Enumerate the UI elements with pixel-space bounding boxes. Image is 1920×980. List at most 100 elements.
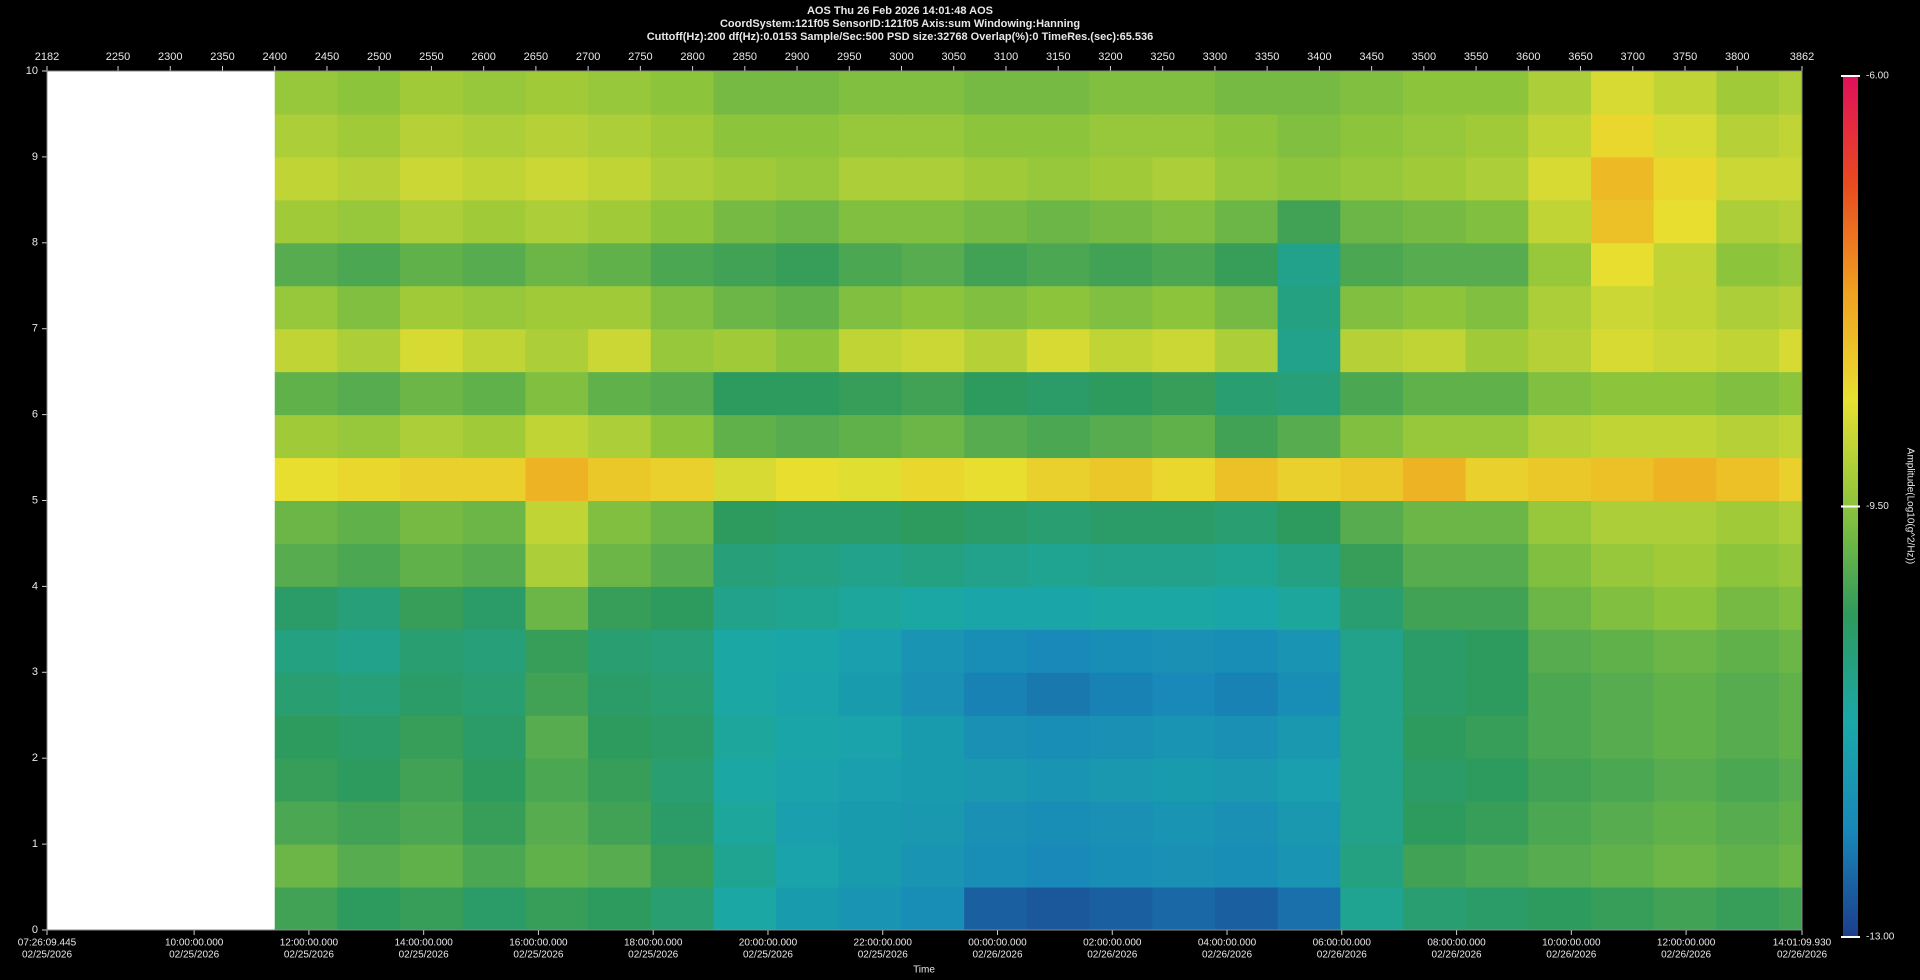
heatmap-cell (1528, 414, 1592, 459)
heatmap-cell (525, 758, 589, 802)
heatmap-cell (964, 371, 1028, 416)
heatmap-cell (1277, 113, 1341, 158)
heatmap-cell (1402, 371, 1467, 416)
heatmap-cell (1152, 328, 1216, 373)
x-tick-label: 3000 (889, 51, 913, 63)
heatmap-cell (650, 113, 714, 158)
heatmap-cell (1779, 328, 1803, 373)
heatmap-cell (1402, 801, 1467, 845)
heatmap-cell (1026, 758, 1091, 802)
heatmap-cell (1653, 801, 1717, 845)
heatmap-cell (1340, 285, 1404, 330)
heatmap-cell (901, 801, 965, 845)
heatmap-cell (713, 758, 777, 802)
heatmap-cell (462, 156, 526, 201)
x2-tick-label: 16:00:00.000 (509, 938, 568, 949)
x-tick-label: 2350 (210, 51, 234, 63)
y-tick-label: 1 (32, 838, 38, 850)
heatmap-cell (1402, 758, 1467, 802)
heatmap-cell (1716, 543, 1780, 587)
heatmap-cell (1653, 457, 1717, 501)
heatmap-cell (713, 586, 777, 630)
heatmap-cell (525, 500, 589, 544)
heatmap-cell (1779, 414, 1803, 459)
x-tick-label: 3200 (1098, 51, 1122, 63)
heatmap-cell (1402, 71, 1467, 115)
heatmap-cell (525, 242, 589, 287)
heatmap-cell (1152, 672, 1216, 716)
heatmap-cell (1716, 887, 1780, 931)
heatmap-cell (713, 199, 777, 244)
heatmap-cell (1214, 844, 1279, 888)
heatmap-cell (776, 328, 840, 373)
heatmap-cell (1716, 371, 1780, 416)
heatmap-cell (1779, 715, 1803, 759)
heatmap-cell (588, 414, 652, 459)
heatmap-cell (776, 371, 840, 416)
x2-tick-label: 08:00:00.000 (1427, 938, 1486, 949)
heatmap-cell (1277, 242, 1341, 287)
x2-tick-label: 22:00:00.000 (854, 938, 913, 949)
heatmap-cell (838, 887, 903, 931)
heatmap-cell (1026, 500, 1091, 544)
heatmap-cell (650, 156, 714, 201)
heatmap-cell (525, 414, 589, 459)
colorbar-tick-label: -6.00 (1866, 71, 1889, 82)
heatmap-cell (713, 500, 777, 544)
heatmap-cell (1779, 672, 1803, 716)
heatmap-cell (1402, 672, 1467, 716)
heatmap-cell (1340, 500, 1404, 544)
heatmap-cell (274, 629, 338, 673)
heatmap-cell (1152, 715, 1216, 759)
heatmap-cell (1528, 457, 1592, 501)
heatmap-cell (1026, 887, 1091, 931)
heatmap-cell (1528, 71, 1592, 115)
heatmap-cell (1716, 844, 1780, 888)
x2-tick-date: 02/26/2026 (1777, 950, 1827, 961)
heatmap-cell (1277, 199, 1341, 244)
heatmap-cell (901, 156, 965, 201)
heatmap-cell (1402, 457, 1467, 501)
heatmap-cell (274, 156, 338, 201)
x-tick-label: 3300 (1203, 51, 1227, 63)
heatmap-cell (650, 199, 714, 244)
heatmap-cell (1214, 801, 1279, 845)
x2-tick-date: 02/25/2026 (22, 950, 72, 961)
x-tick-label: 2800 (680, 51, 704, 63)
heatmap-cell (838, 715, 903, 759)
heatmap-cell (1214, 328, 1279, 373)
x2-tick-date: 02/26/2026 (972, 950, 1022, 961)
heatmap-cell (1089, 500, 1153, 544)
heatmap-cell (1590, 328, 1655, 373)
heatmap-cell (400, 887, 464, 931)
heatmap-cell (776, 801, 840, 845)
heatmap-cell (588, 844, 652, 888)
colorbar-label: Amplitude(Log10(g^2/Hz)) (1904, 448, 1915, 564)
heatmap-cell (1026, 715, 1091, 759)
heatmap-cell (1152, 543, 1216, 587)
heatmap-cell (713, 801, 777, 845)
heatmap-cell (964, 500, 1028, 544)
heatmap-cell (1152, 71, 1216, 115)
heatmap-cell (838, 371, 903, 416)
heatmap-cell (1402, 629, 1467, 673)
heatmap-cell (838, 156, 903, 201)
heatmap-cell (1653, 586, 1717, 630)
heatmap-cell (1152, 758, 1216, 802)
heatmap-cell (1277, 414, 1341, 459)
heatmap-cell (1089, 672, 1153, 716)
heatmap-cell (337, 543, 401, 587)
heatmap-cell (1026, 543, 1091, 587)
x2-tick-date: 02/26/2026 (1087, 950, 1137, 961)
heatmap-cell (650, 844, 714, 888)
heatmap-cell (525, 715, 589, 759)
heatmap-cell (1402, 328, 1467, 373)
heatmap-cell (1089, 457, 1153, 501)
heatmap-cell (400, 672, 464, 716)
heatmap-cell (1716, 328, 1780, 373)
heatmap-cell (713, 113, 777, 158)
x-tick-label: 2550 (419, 51, 443, 63)
heatmap-cell (400, 457, 464, 501)
x-tick-label: 3250 (1150, 51, 1174, 63)
heatmap-cell (901, 199, 965, 244)
